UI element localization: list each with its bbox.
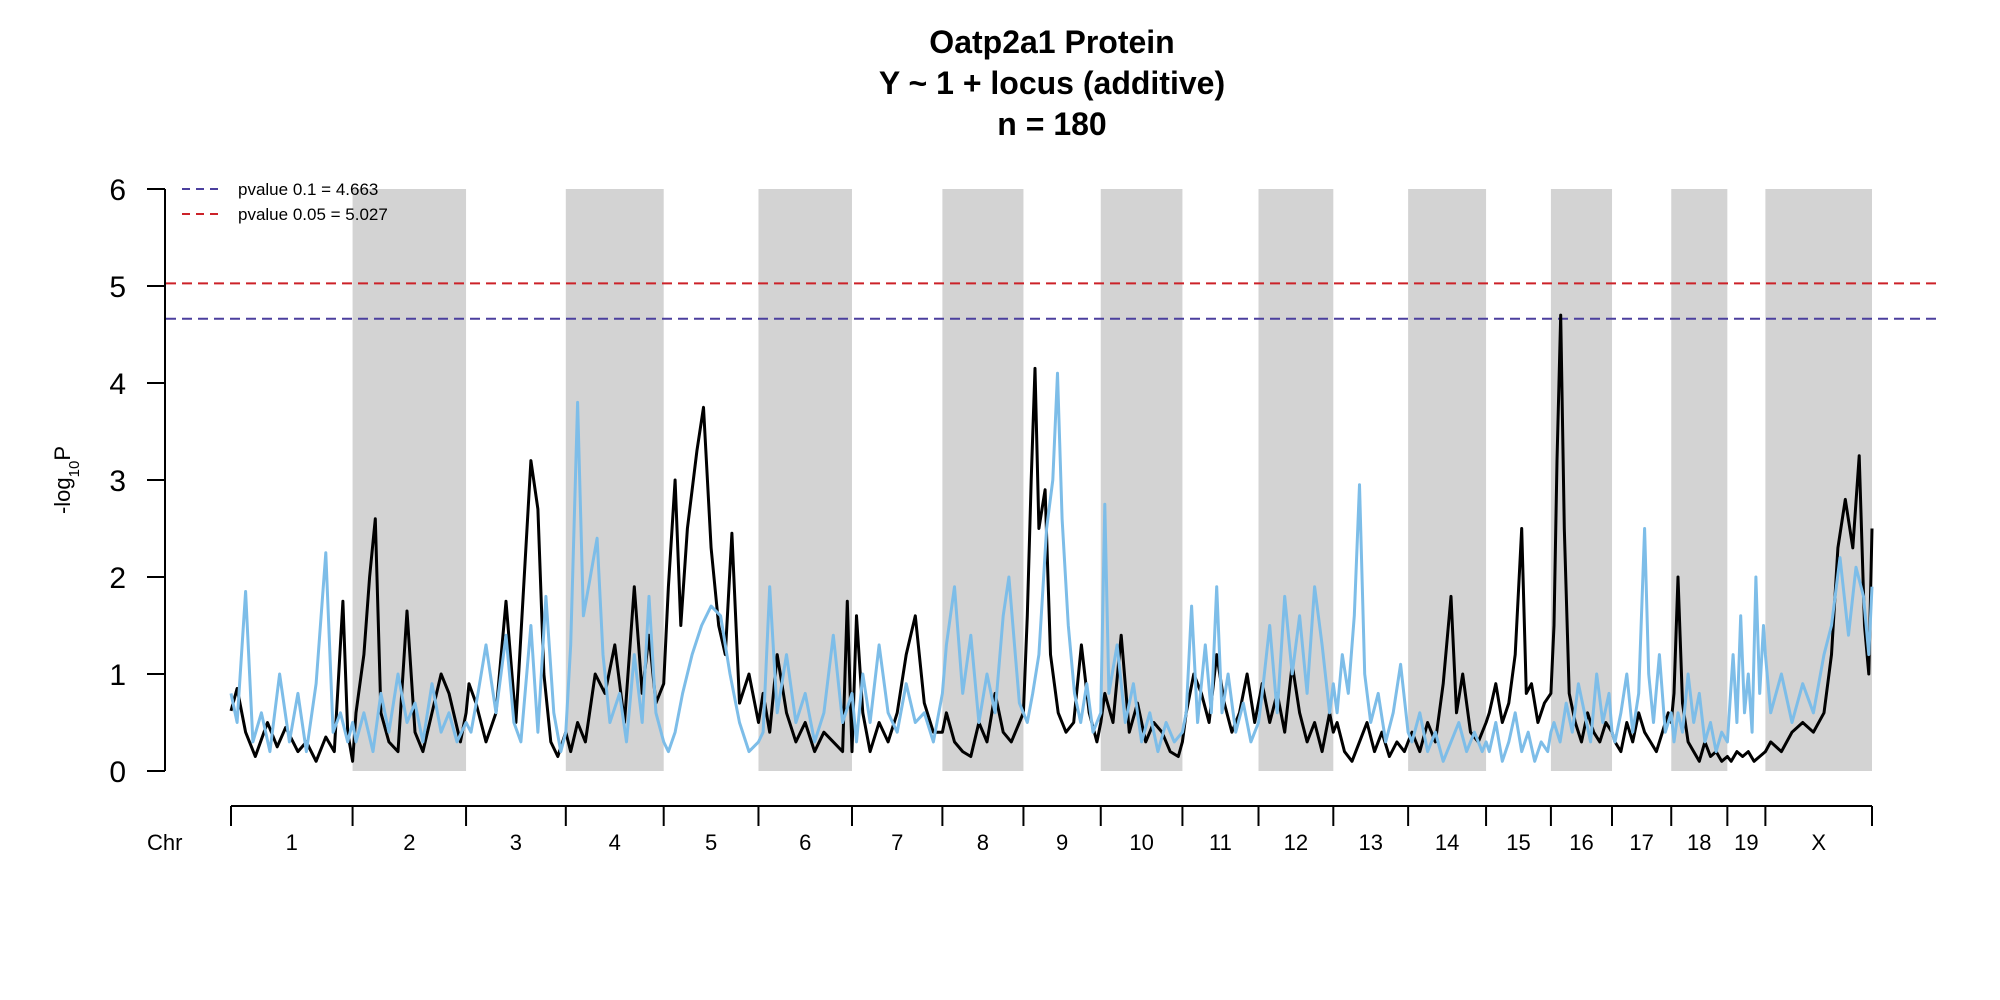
title-line-3: n = 180 bbox=[997, 106, 1106, 142]
chr-label-12: 12 bbox=[1284, 830, 1308, 855]
chromosome-bands bbox=[352, 189, 1872, 771]
y-tick-label-1: 1 bbox=[109, 659, 126, 692]
chr-label-19: 19 bbox=[1734, 830, 1758, 855]
y-tick-label-5: 5 bbox=[109, 271, 126, 304]
y-axis-label: -log10P bbox=[50, 446, 83, 514]
chr-label-16: 16 bbox=[1569, 830, 1593, 855]
chr-label-8: 8 bbox=[977, 830, 989, 855]
y-axis-label-main: -log bbox=[50, 477, 75, 514]
chr-label-17: 17 bbox=[1629, 830, 1653, 855]
chr-label-10: 10 bbox=[1129, 830, 1153, 855]
chr-label-9: 9 bbox=[1056, 830, 1068, 855]
chr-label-18: 18 bbox=[1687, 830, 1711, 855]
legend-label-2: pvalue 0.05 = 5.027 bbox=[238, 205, 388, 224]
chr-label-3: 3 bbox=[510, 830, 522, 855]
x-axis-label: Chr bbox=[147, 830, 182, 855]
threshold-lines bbox=[166, 282, 1940, 320]
chr-label-1: 1 bbox=[286, 830, 298, 855]
series-layer bbox=[229, 313, 1874, 763]
chart-title: Oatp2a1 Protein Y ~ 1 + locus (additive)… bbox=[879, 24, 1225, 142]
chr-band-14 bbox=[1408, 189, 1487, 771]
title-line-1: Oatp2a1 Protein bbox=[929, 24, 1174, 60]
y-tick-label-2: 2 bbox=[109, 562, 126, 595]
y-axis: 0 1 2 3 4 5 6 bbox=[109, 174, 166, 789]
chr-band-8 bbox=[942, 189, 1024, 771]
chr-band-16 bbox=[1550, 189, 1613, 771]
chr-label-5: 5 bbox=[705, 830, 717, 855]
chr-label-6: 6 bbox=[799, 830, 811, 855]
series-line-1 bbox=[229, 313, 1874, 763]
y-axis-label-end: P bbox=[50, 446, 75, 461]
y-tick-label-0: 0 bbox=[109, 756, 126, 789]
chr-band-12 bbox=[1258, 189, 1334, 771]
chr-band-18 bbox=[1671, 189, 1728, 771]
chr-label-2: 2 bbox=[403, 830, 415, 855]
chr-band-X bbox=[1765, 189, 1872, 771]
chromosome-axis: Chr 1 2 3 4 5 6 7 8 9 10 11 12 13 14 15 16 17 18 19 X bbox=[147, 805, 1873, 855]
legend: pvalue 0.1 = 4.663 pvalue 0.05 = 5.027 bbox=[182, 180, 388, 224]
y-tick-label-6: 6 bbox=[109, 174, 126, 207]
y-axis-label-subscript: 10 bbox=[66, 461, 83, 478]
chr-label-11: 11 bbox=[1209, 830, 1232, 855]
chr-band-4 bbox=[565, 189, 664, 771]
legend-label-1: pvalue 0.1 = 4.663 bbox=[238, 180, 378, 199]
title-line-2: Y ~ 1 + locus (additive) bbox=[879, 65, 1225, 101]
chr-label-7: 7 bbox=[891, 830, 903, 855]
chr-band-10 bbox=[1100, 189, 1183, 771]
chr-label-13: 13 bbox=[1358, 830, 1382, 855]
chr-band-2 bbox=[352, 189, 467, 771]
chr-label-4: 4 bbox=[609, 830, 621, 855]
series-line-2 bbox=[229, 371, 1874, 763]
y-tick-label-4: 4 bbox=[109, 368, 126, 401]
chr-label-14: 14 bbox=[1435, 830, 1459, 855]
y-tick-label-3: 3 bbox=[109, 465, 126, 498]
chr-label-15: 15 bbox=[1506, 830, 1530, 855]
chr-label-X: X bbox=[1811, 830, 1826, 855]
